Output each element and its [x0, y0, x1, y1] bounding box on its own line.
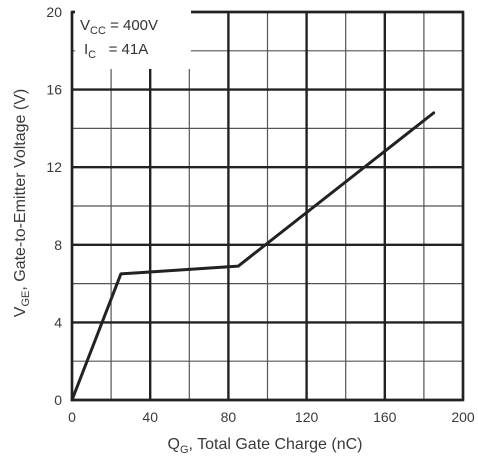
y-tick-label: 16 [46, 82, 62, 98]
x-tick-label: 80 [221, 409, 237, 425]
x-tick-label: 200 [451, 409, 475, 425]
annotation-box [75, 9, 191, 69]
series-points [71, 112, 434, 401]
x-tick-label: 0 [68, 409, 76, 425]
minor-gridlines [72, 12, 463, 400]
x-tick-label: 120 [295, 409, 319, 425]
x-axis-label: QG, Total Gate Charge (nC) [167, 436, 362, 456]
y-tick-label: 12 [46, 159, 62, 175]
x-tick-label: 160 [373, 409, 397, 425]
plot-frame [70, 10, 465, 402]
annotation-vcc: VCC = 400V [80, 17, 158, 37]
x-tick-labels: 0 40 80 120 160 200 [68, 409, 475, 425]
y-tick-label: 4 [54, 314, 62, 330]
y-axis-label: VGE, Gate-to-Emitter Voltage (V) [12, 89, 32, 317]
x-tick-label: 40 [142, 409, 158, 425]
y-tick-label: 0 [54, 392, 62, 408]
annotation-ic: IC = 41A [84, 41, 148, 61]
y-tick-label: 8 [54, 237, 62, 253]
y-tick-labels: 0 4 8 12 16 20 [46, 4, 62, 408]
y-tick-label: 20 [46, 4, 62, 20]
series-line [70, 111, 436, 402]
